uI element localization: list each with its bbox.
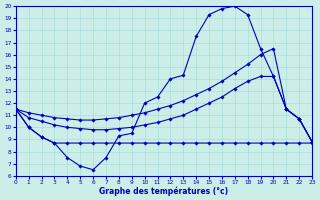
X-axis label: Graphe des températures (°c): Graphe des températures (°c) — [100, 186, 228, 196]
